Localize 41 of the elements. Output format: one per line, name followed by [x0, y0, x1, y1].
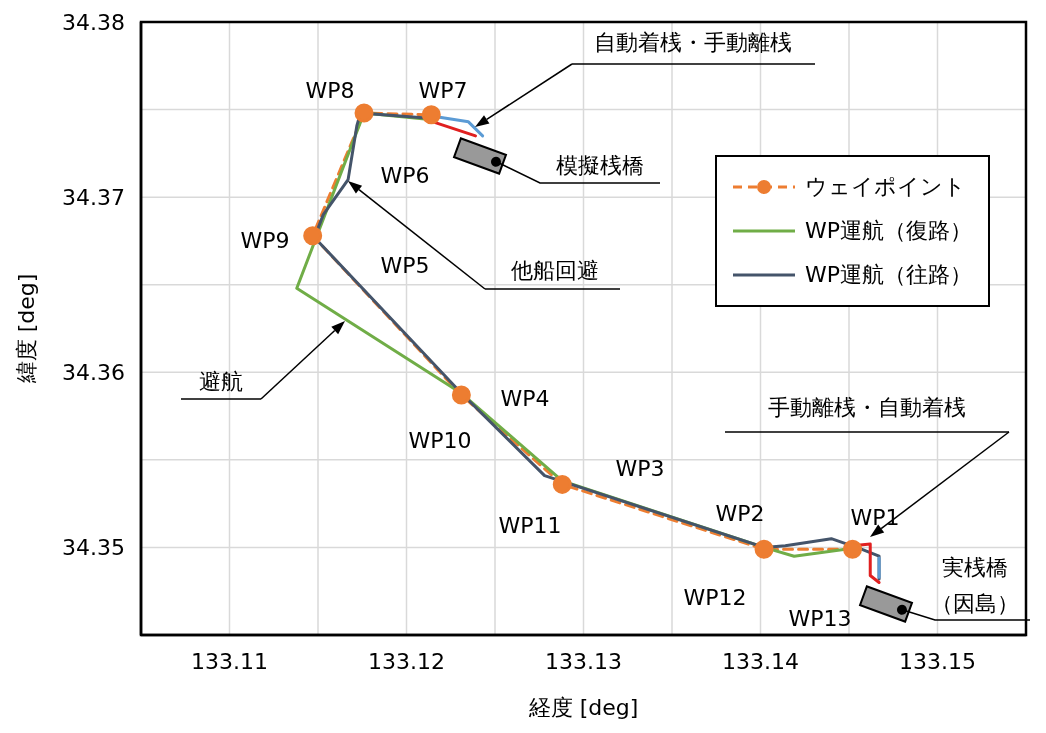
annotation: WP8 [305, 77, 355, 103]
y-tick-label: 34.35 [62, 535, 125, 561]
x-tick-label: 133.12 [368, 648, 445, 674]
point [451, 385, 471, 405]
y-tick-label: 34.37 [62, 184, 125, 210]
legend-label: WP運航（往路） [804, 261, 972, 289]
point [303, 226, 323, 246]
annotation: WP10 [408, 427, 472, 453]
annotation: 模擬桟橋 [556, 152, 644, 178]
legend-label: WP運航（復路） [804, 217, 972, 245]
annotation: WP13 [788, 605, 852, 631]
x-axis-title: 経度 [deg] [527, 695, 639, 720]
x-tick-label: 133.13 [545, 648, 622, 674]
annotation: WP7 [418, 77, 468, 103]
annotation: 実桟橋 [942, 554, 1008, 580]
annotation: 自動着桟・手動離桟 [594, 29, 792, 55]
point [754, 539, 774, 559]
point [421, 105, 441, 125]
annotation: （因島） [931, 590, 1019, 616]
legend-label: ウェイポイント [804, 173, 966, 201]
point [843, 539, 863, 559]
annotation: WP5 [380, 252, 430, 278]
annotation: WP3 [615, 455, 665, 481]
annotation: WP12 [683, 584, 747, 610]
annotation: WP11 [498, 512, 562, 538]
y-tick-label: 34.38 [62, 9, 125, 35]
annotation: WP4 [500, 385, 550, 411]
annotation: WP2 [715, 500, 765, 526]
point [552, 474, 572, 494]
annotation: 他船回避 [511, 257, 599, 283]
annotation: WP1 [850, 504, 900, 530]
x-tick-label: 133.14 [722, 648, 799, 674]
x-tick-label: 133.11 [191, 648, 268, 674]
annotation: 避航 [199, 368, 243, 394]
y-axis-title: 緯度 [deg] [13, 273, 39, 385]
annotation: WP6 [380, 162, 430, 188]
x-tick-label: 133.15 [899, 648, 976, 674]
point [354, 103, 374, 123]
y-tick-label: 34.36 [62, 360, 125, 386]
annotation: WP9 [240, 227, 290, 253]
annotation: 手動離桟・自動着桟 [768, 394, 966, 420]
